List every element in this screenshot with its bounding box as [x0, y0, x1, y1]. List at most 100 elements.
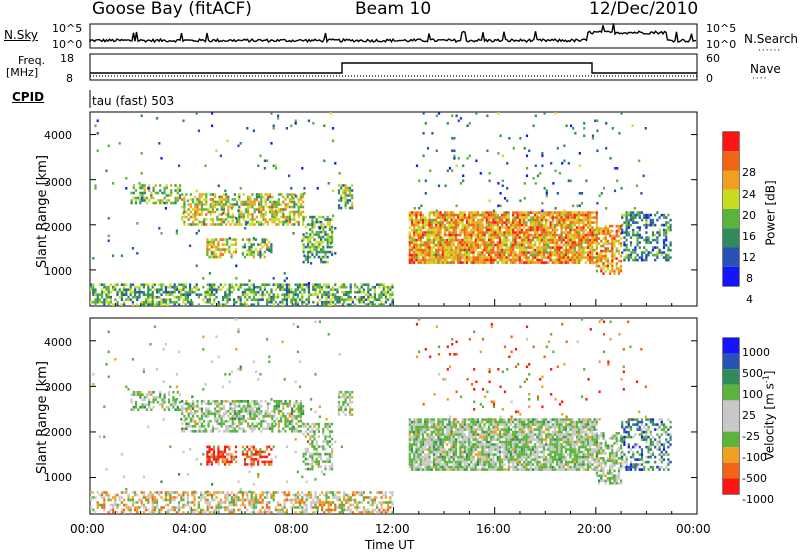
power-cell: [459, 213, 462, 217]
power-cell: [380, 283, 383, 286]
velocity-cell: [291, 420, 294, 423]
power-cell: [512, 223, 515, 227]
power-cell: [446, 213, 449, 217]
velocity-cell: [231, 407, 234, 411]
power-cell: [312, 285, 315, 289]
power-cell: [266, 300, 269, 304]
power-cell: [171, 290, 174, 294]
power-cell: [258, 223, 261, 226]
velocity-cell: [226, 493, 229, 497]
power-cell: [640, 236, 644, 239]
power-cell: [567, 248, 570, 252]
power-cell: [551, 236, 554, 239]
velocity-cell: [114, 498, 117, 502]
power-cell: [536, 236, 539, 239]
power-cell: [602, 232, 605, 235]
velocity-cell: [266, 496, 269, 499]
power-cell: [191, 303, 194, 306]
power-cell: [137, 196, 140, 200]
power-cell: [238, 195, 241, 199]
power-cell: [112, 288, 115, 291]
velocity-cell: [323, 493, 326, 497]
power-cell: [258, 203, 261, 206]
power-cell: [391, 283, 394, 286]
power-cell: [325, 285, 328, 289]
power-cell: [151, 295, 154, 299]
power-cell: [545, 256, 548, 259]
power-cell: [606, 259, 609, 263]
velocity-cell: [214, 402, 217, 406]
power-cell: [651, 231, 655, 234]
velocity-cell: [172, 398, 175, 401]
velocity-cell: [314, 496, 317, 499]
power-cell: [153, 303, 156, 306]
velocity-cell: [250, 496, 253, 499]
velocity-cell: [367, 511, 370, 514]
velocity-cell: [196, 400, 199, 403]
power-cell: [251, 203, 254, 206]
velocity-cell: [167, 498, 170, 502]
power-cell: [662, 256, 666, 259]
power-cell: [283, 279, 286, 283]
power-cell: [627, 213, 630, 217]
velocity-cell: [185, 410, 188, 413]
power-cell: [441, 258, 444, 262]
power-cell: [472, 216, 475, 219]
power-cell: [550, 162, 553, 165]
power-cell: [490, 231, 493, 234]
velocity-cell: [325, 493, 328, 497]
power-cell: [260, 220, 263, 224]
power-cell: [514, 246, 517, 249]
power-cell: [551, 238, 554, 242]
velocity-cell: [200, 417, 203, 421]
power-cell: [620, 267, 623, 270]
power-cell: [132, 186, 135, 190]
power-cell: [520, 228, 524, 232]
power-cell: [268, 283, 271, 286]
velocity-cell: [247, 417, 250, 421]
power-cell: [284, 198, 287, 201]
power-cell: [210, 238, 213, 241]
power-cell: [417, 251, 420, 254]
power-cell: [373, 285, 376, 289]
power-cell: [617, 227, 620, 230]
velocity-cell: [147, 493, 150, 497]
power-cell: [208, 300, 211, 304]
power-cell: [512, 251, 515, 254]
power-cell: [593, 248, 596, 252]
velocity-cell: [255, 415, 258, 418]
power-cell: [490, 241, 493, 244]
power-cell: [468, 211, 471, 214]
velocity-cell: [224, 496, 227, 499]
power-cell: [514, 236, 517, 239]
power-cell: [613, 167, 617, 170]
power-cell: [506, 162, 509, 165]
power-cell: [189, 193, 192, 196]
power-cell: [620, 269, 623, 273]
power-cell: [435, 258, 438, 262]
power-cell: [573, 221, 576, 224]
velocity-cell: [252, 491, 255, 494]
velocity-cell: [193, 493, 196, 497]
power-cell: [331, 228, 334, 231]
power-cell: [625, 238, 628, 242]
power-cell: [326, 260, 329, 264]
power-cell: [485, 213, 488, 217]
power-cell: [277, 285, 280, 289]
power-cell: [552, 182, 555, 185]
power-cell: [224, 295, 227, 299]
velocity-cell: [193, 498, 196, 502]
power-cell: [490, 233, 493, 237]
power-cell: [542, 228, 546, 232]
power-cell: [545, 189, 548, 193]
power-cell: [426, 228, 429, 232]
power-cell: [299, 193, 302, 196]
power-cell: [660, 251, 663, 254]
power-cell: [523, 197, 526, 200]
power-cell: [450, 243, 453, 247]
power-cell: [206, 248, 209, 251]
power-cell: [306, 240, 310, 244]
power-cell: [299, 198, 302, 201]
power-cell: [498, 243, 502, 247]
power-cell: [105, 293, 108, 296]
